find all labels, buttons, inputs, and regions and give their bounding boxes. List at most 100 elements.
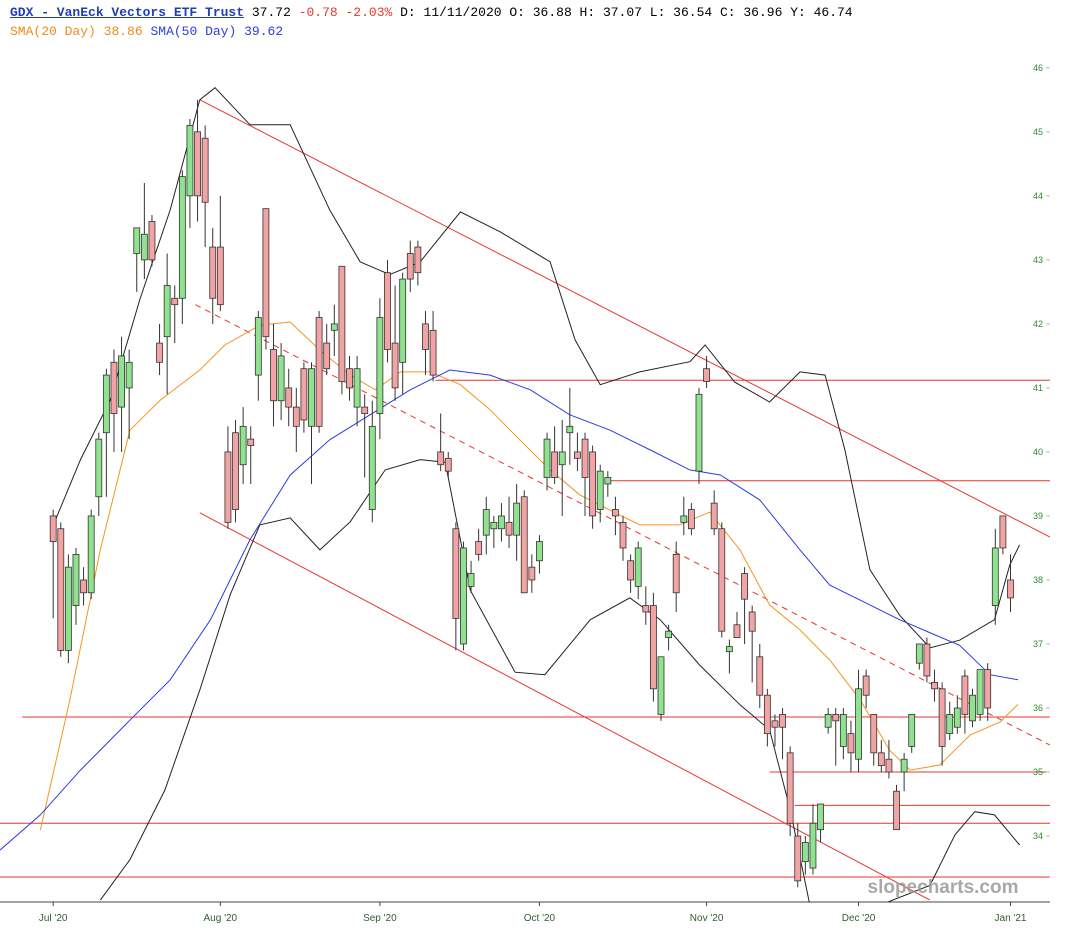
candle-body: [391, 342, 399, 389]
y-tick-label: 36: [1033, 703, 1043, 713]
header: GDX - VanEck Vectors ETF Trust 37.72 -0.…: [10, 3, 853, 41]
candle-body: [72, 553, 80, 606]
candle-body: [376, 317, 384, 414]
y-tick-label: 35: [1033, 767, 1043, 777]
candle-body: [855, 688, 862, 760]
candle-body: [961, 675, 969, 715]
y-tick-label: 37: [1033, 639, 1043, 649]
candle-body: [308, 368, 315, 427]
candle-body: [938, 688, 946, 747]
candle-body: [725, 646, 733, 653]
y-tick-label: 40: [1033, 447, 1043, 457]
sma20-label: SMA(20 Day): [10, 24, 96, 39]
candle-body: [596, 470, 604, 510]
candle-body: [900, 758, 908, 773]
candle-body: [999, 515, 1007, 549]
y-tick-label: 45: [1033, 127, 1043, 137]
candle-body: [125, 361, 133, 389]
candle-body: [619, 521, 627, 549]
candle-body: [877, 752, 885, 767]
sma-line: [0, 369, 1019, 851]
candle-body: [178, 176, 186, 299]
candle-body: [57, 528, 65, 651]
candle-body: [794, 835, 802, 882]
y-tick-label: 39: [1033, 511, 1043, 521]
candle-body: [330, 323, 338, 331]
sma50-value: 39.62: [244, 24, 284, 39]
candle-body: [558, 451, 566, 466]
candle-body: [414, 246, 422, 274]
candle-body: [733, 624, 741, 638]
candle-body: [862, 675, 870, 696]
candle-body: [110, 361, 118, 414]
candle-body: [589, 451, 597, 517]
price-change: -0.78 -2.03%: [298, 5, 393, 20]
candle-body: [80, 579, 87, 594]
candle-body: [520, 496, 528, 594]
sma50-label: SMA(50 Day): [150, 24, 237, 39]
candle-body: [216, 246, 224, 306]
candle-body: [847, 733, 855, 754]
y-tick-label: 43: [1033, 255, 1043, 265]
candle-body: [687, 509, 695, 530]
candle-body: [574, 451, 581, 459]
candle-body: [292, 406, 300, 427]
candle-body: [748, 611, 756, 632]
candle-body: [353, 368, 361, 408]
candle-body: [368, 425, 376, 510]
candle-body: [323, 342, 331, 370]
candle-body: [703, 368, 710, 382]
x-tick-label: Dec '20: [842, 913, 876, 924]
candle-body: [657, 656, 665, 715]
candle-body: [118, 355, 125, 408]
bollinger-band: [99, 459, 1020, 902]
candle-body: [953, 707, 961, 728]
candle-body: [581, 438, 589, 478]
candle-body: [285, 387, 293, 408]
candle-body: [224, 451, 232, 523]
candle-body: [710, 502, 718, 530]
candle-body: [262, 208, 270, 338]
candle-body: [513, 502, 521, 536]
y-tick-label: 44: [1033, 191, 1043, 201]
candle-body: [277, 355, 285, 402]
candle-body: [536, 541, 543, 562]
candle-body: [171, 297, 179, 306]
candle-body: [642, 605, 650, 613]
candle-body: [475, 541, 483, 555]
sma20-value: 38.86: [103, 24, 143, 39]
candle-body: [634, 547, 642, 587]
symbol[interactable]: GDX - VanEck Vectors ETF Trust: [10, 5, 245, 20]
last-price: 37.72: [251, 5, 291, 20]
candle-body: [133, 227, 141, 254]
candle-body: [650, 605, 657, 690]
candle-body: [627, 560, 635, 581]
candle-body: [779, 714, 786, 728]
candle-body: [87, 515, 95, 594]
candle-body: [156, 342, 163, 363]
candle-body: [923, 643, 931, 677]
candle-body: [209, 246, 217, 299]
candle-body: [452, 528, 460, 619]
candle-body: [505, 521, 513, 536]
candle-body: [186, 125, 194, 197]
candle-body: [148, 221, 156, 261]
candle-body: [763, 694, 771, 735]
candle-body: [839, 714, 847, 747]
candle-body: [429, 329, 437, 376]
candle-body: [976, 669, 984, 715]
candle-body: [460, 547, 467, 645]
y-tick-label: 42: [1033, 319, 1043, 329]
candle-body: [893, 790, 900, 831]
candle-body: [741, 573, 748, 600]
candle-body: [49, 515, 57, 542]
candle-body: [247, 438, 255, 446]
watermark: slopecharts.com: [868, 877, 1019, 898]
candle-body: [361, 406, 369, 414]
x-tick-label: Nov '20: [690, 913, 724, 924]
candle-body: [809, 822, 817, 869]
bar-details: D: 11/11/2020 O: 36.88 H: 37.07 L: 36.54…: [400, 5, 853, 20]
candle-body: [528, 566, 536, 581]
trend-line: [199, 99, 1050, 538]
